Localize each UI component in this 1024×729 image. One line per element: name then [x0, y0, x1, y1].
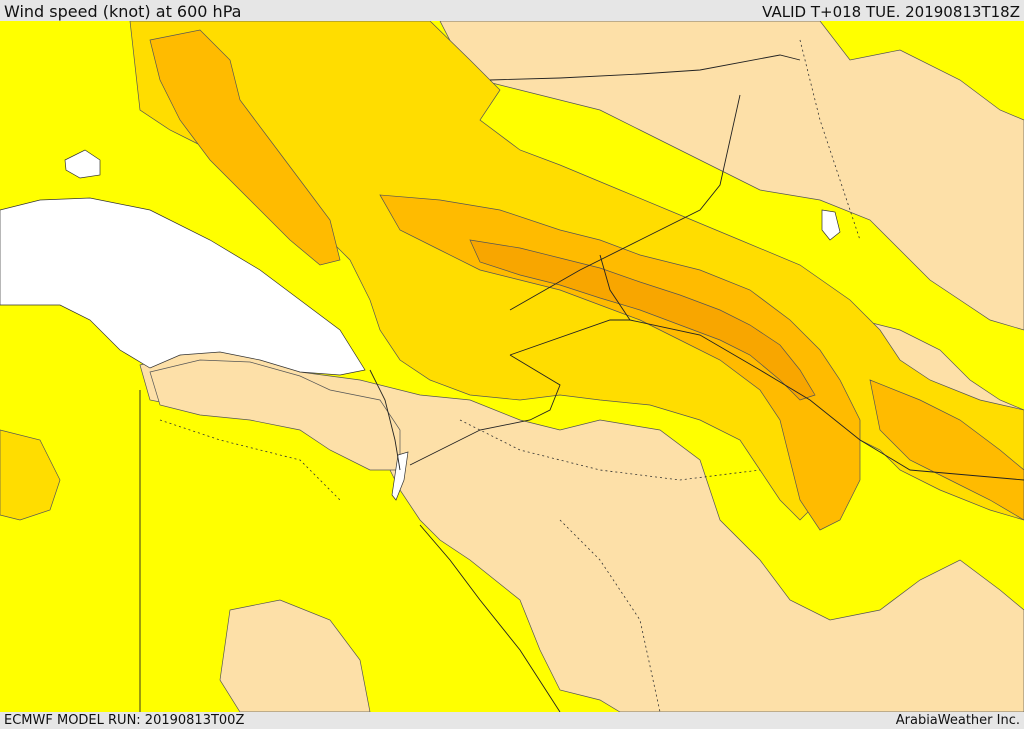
valid-time: VALID T+018 TUE. 20190813T18Z [762, 3, 1020, 21]
water-bodies [0, 149, 841, 501]
iraq-saudi-border [629, 319, 1024, 481]
map-title: Wind speed (knot) at 600 hPa [4, 2, 242, 21]
country-borders [139, 54, 1024, 712]
mediterranean-sea [0, 197, 366, 376]
egypt-israel-border [369, 369, 401, 471]
jordan-border [409, 354, 561, 466]
model-run: ECMWF MODEL RUN: 20190813T00Z [4, 713, 245, 728]
north-low-speed-region [439, 21, 1024, 331]
core-max-band-3 [469, 239, 816, 401]
syria-iraq-border [509, 94, 741, 311]
jet-core-west-band-2 [149, 29, 341, 266]
arabia-low-speed-region [139, 349, 1024, 712]
syria-jordan-border [509, 254, 631, 356]
province-borders [159, 39, 861, 712]
credit: ArabiaWeather Inc. [895, 713, 1020, 728]
band-3-regions [469, 239, 816, 401]
east-band-2 [869, 379, 1024, 521]
turkey-syria-border [489, 54, 801, 81]
header-bar [0, 0, 1024, 21]
gulf-of-suez [391, 451, 409, 501]
province-line-2 [799, 39, 861, 241]
province-line-4 [559, 519, 661, 712]
wind-speed-map [0, 21, 1024, 712]
lake-water [821, 209, 841, 241]
small-island-water [64, 149, 101, 179]
footer-bar [0, 712, 1024, 729]
saudi-coast [419, 524, 561, 712]
nile-band-1 [0, 429, 61, 521]
south-sinai-low-speed-region [219, 599, 371, 712]
province-line-3 [159, 419, 341, 501]
